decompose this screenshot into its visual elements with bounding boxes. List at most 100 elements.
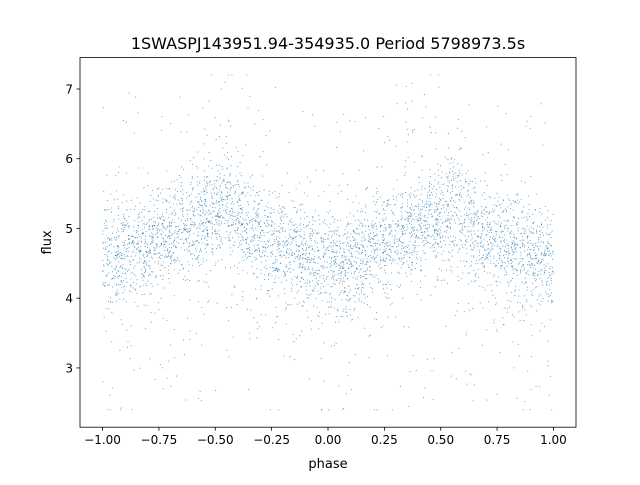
data-point: [501, 180, 503, 182]
data-point: [510, 259, 512, 262]
data-point: [336, 263, 338, 265]
data-point: [413, 226, 415, 228]
data-point: [479, 236, 481, 238]
data-point: [160, 254, 162, 256]
data-point: [435, 254, 437, 256]
data-point: [111, 239, 113, 241]
data-point: [500, 266, 502, 268]
data-point: [161, 213, 163, 215]
data-point: [328, 226, 330, 228]
data-point: [353, 273, 355, 275]
data-point: [107, 409, 109, 411]
data-point: [436, 232, 438, 235]
data-point: [447, 180, 449, 182]
data-point: [447, 159, 449, 161]
data-point: [281, 229, 283, 231]
data-point: [274, 86, 277, 89]
data-point: [526, 219, 528, 221]
data-point: [186, 224, 188, 226]
data-point: [440, 198, 442, 201]
data-point: [291, 221, 293, 223]
data-point: [493, 273, 495, 276]
data-point: [310, 239, 312, 241]
data-point: [208, 300, 210, 302]
data-point: [303, 231, 305, 233]
data-point: [265, 265, 267, 267]
data-point: [483, 265, 485, 267]
data-point: [530, 266, 532, 269]
data-point: [442, 191, 444, 193]
data-point: [205, 189, 207, 191]
data-point: [411, 264, 413, 266]
data-point: [187, 237, 189, 239]
data-point: [396, 238, 398, 240]
data-point: [420, 238, 422, 240]
data-point: [205, 245, 208, 247]
data-point: [257, 213, 259, 215]
data-point: [366, 260, 368, 262]
data-point: [541, 279, 543, 281]
data-point: [205, 259, 207, 261]
data-point: [259, 156, 261, 158]
data-point: [308, 269, 310, 271]
data-point: [402, 193, 404, 195]
data-point: [192, 245, 194, 247]
data-point: [424, 252, 426, 255]
data-point: [208, 221, 210, 223]
data-point: [527, 237, 529, 239]
data-point: [484, 198, 486, 200]
data-point: [250, 219, 252, 221]
data-point: [151, 226, 154, 228]
data-point: [288, 192, 290, 194]
data-point: [476, 215, 478, 217]
data-point: [204, 243, 206, 245]
data-point: [530, 230, 532, 232]
data-point: [251, 265, 253, 267]
data-point: [330, 297, 333, 299]
data-point: [218, 230, 220, 232]
data-point: [285, 264, 287, 266]
data-point: [354, 245, 356, 247]
data-point: [318, 215, 320, 217]
data-point: [285, 250, 287, 252]
data-point: [513, 252, 515, 254]
data-point: [225, 186, 227, 188]
data-point: [121, 201, 123, 204]
data-point: [230, 125, 232, 127]
data-point: [167, 225, 169, 227]
data-point: [223, 180, 225, 182]
data-point: [366, 273, 368, 275]
data-point: [346, 315, 348, 317]
data-point: [431, 246, 433, 248]
data-point: [275, 239, 278, 241]
data-point: [412, 229, 414, 231]
data-point: [191, 258, 193, 260]
data-point: [335, 342, 337, 345]
data-point: [450, 217, 452, 219]
data-point: [376, 210, 378, 212]
data-point: [413, 213, 415, 215]
data-point: [513, 217, 516, 219]
data-point: [489, 250, 491, 252]
data-point: [177, 258, 179, 260]
data-point: [173, 259, 175, 261]
data-point: [349, 245, 351, 247]
data-point: [523, 267, 525, 269]
data-point: [107, 264, 110, 267]
data-point: [271, 252, 273, 254]
data-point: [354, 271, 356, 273]
data-point: [229, 187, 231, 189]
data-point: [275, 255, 277, 257]
data-point: [458, 223, 460, 225]
data-point: [209, 184, 211, 186]
data-point: [311, 233, 313, 235]
data-point: [226, 208, 228, 211]
data-point: [479, 245, 481, 247]
data-point: [323, 256, 325, 259]
data-point: [118, 235, 120, 237]
data-point: [215, 194, 217, 196]
data-point: [236, 183, 238, 186]
data-point: [473, 220, 476, 222]
data-point: [344, 288, 346, 290]
data-point: [549, 268, 551, 270]
